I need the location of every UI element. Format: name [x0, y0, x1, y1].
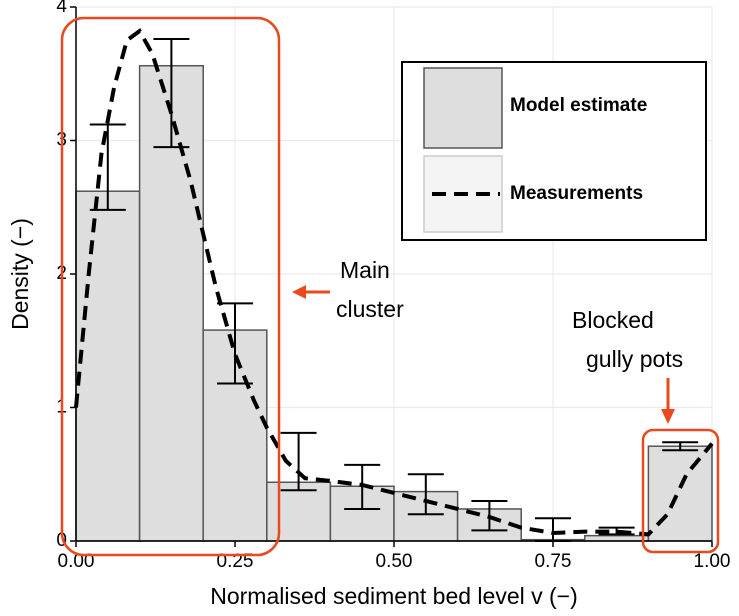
- error-bar: [280, 431, 317, 492]
- error-bar: [598, 526, 635, 536]
- y-tick-label: 4: [56, 0, 67, 17]
- bar: [647, 445, 713, 542]
- density-line: [74, 28, 714, 537]
- x-axis-label: Normalised sediment bed level v (−): [210, 583, 578, 609]
- y-axis-label: Density (−): [7, 218, 33, 330]
- cluster-box: [60, 16, 281, 557]
- annotation: Main: [340, 257, 390, 283]
- x-tick-label: 0.50: [376, 551, 413, 572]
- error-bar: [344, 463, 381, 510]
- legend-label: Model estimate: [510, 95, 647, 116]
- x-tick-label: 1.00: [694, 551, 731, 572]
- annotation: cluster: [336, 296, 404, 322]
- error-bar: [89, 123, 126, 211]
- arrow-head: [661, 409, 675, 424]
- x-tick-label: 0.00: [58, 551, 95, 572]
- marks: [74, 7, 714, 542]
- bar: [584, 534, 650, 542]
- y-tick-label: 0: [56, 530, 67, 551]
- legend-swatch: [423, 67, 503, 149]
- x-tick-label: 0.25: [217, 551, 254, 572]
- error-bar: [153, 38, 190, 149]
- arrow-head: [292, 285, 306, 299]
- error-bar: [217, 302, 253, 385]
- bar: [75, 190, 141, 542]
- blocked-box: [641, 428, 720, 554]
- error-bar: [662, 441, 699, 452]
- annotation: Blocked: [572, 307, 654, 333]
- bar: [138, 64, 204, 542]
- error-bar: [471, 499, 508, 532]
- x-tick-label: 0.75: [535, 551, 572, 572]
- annotation: gully pots: [586, 346, 683, 372]
- error-bar: [407, 473, 444, 516]
- legend-label: Measurements: [510, 183, 643, 204]
